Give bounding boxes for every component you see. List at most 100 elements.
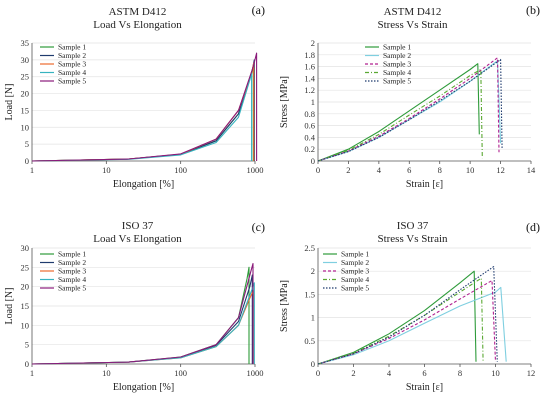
- x-tick-label: 10: [491, 368, 500, 378]
- y-tick-label: 0: [25, 156, 29, 166]
- y-tick-label: 5: [25, 340, 29, 350]
- y-tick-label: 1.4: [304, 73, 315, 83]
- chart-title-c-line1: ISO 37: [121, 220, 154, 232]
- y-tick-label: 10: [21, 320, 30, 330]
- x-tick-label: 4: [387, 368, 392, 378]
- x-tick-label: 10: [102, 165, 111, 175]
- x-tick-label: 0: [316, 165, 320, 175]
- legend-entry: Sample 3: [58, 60, 86, 69]
- legend-entry: Sample 3: [383, 60, 411, 69]
- legend-entry: Sample 1: [58, 250, 86, 259]
- x-tick-label: 1: [30, 368, 34, 378]
- y-tick-label: 30: [21, 243, 30, 253]
- y-axis-label: Load [N]: [4, 84, 15, 121]
- legend-entry: Sample 5: [383, 77, 411, 86]
- x-tick-label: 1000: [247, 368, 264, 378]
- legend-entry: Sample 2: [341, 258, 369, 267]
- y-tick-label: 10: [21, 122, 30, 132]
- x-tick-label: 1: [30, 165, 34, 175]
- chart-title-c-line2: Load Vs Elongation: [93, 233, 182, 245]
- chart-title-d-line2: Stress Vs Strain: [377, 233, 448, 245]
- legend-entry: Sample 1: [58, 43, 86, 52]
- plot-d: 0 0.5 1 1.5 2 2.5 0 2 4 6 8 10 12 Strain [ε] Stress [M…: [279, 243, 536, 393]
- series-line-4: [31, 282, 255, 365]
- y-tick-label: 25: [21, 72, 30, 82]
- legend-entry: Sample 4: [58, 68, 86, 77]
- series-line-4: [31, 72, 253, 162]
- series-line-5: [317, 266, 498, 365]
- y-tick-label: 1.2: [304, 85, 315, 95]
- y-tick-label: 20: [21, 89, 30, 99]
- plot-a: 0 5 10 15 20 25 30 35 1 10 100 1000 Elongation [%] Lo…: [4, 38, 264, 190]
- x-tick-label: 2: [346, 165, 350, 175]
- x-tick-label: 6: [422, 368, 426, 378]
- x-tick-label: 6: [407, 165, 411, 175]
- x-tick-label: 12: [527, 368, 536, 378]
- series-line-4: [317, 68, 483, 162]
- series-line-1: [317, 63, 480, 162]
- chart-title-d-line1: ISO 37: [396, 220, 429, 232]
- chart-panel-d: ISO 37 Stress Vs Strain (d) 0 0.5 1 1.5 2 2.5…: [275, 200, 550, 400]
- x-tick-label: 100: [174, 165, 187, 175]
- chart-panel-a: ASTM D412 Load Vs Elongation (a) 0 5 10 15 2…: [0, 0, 275, 200]
- x-axis-label: Strain [ε]: [406, 382, 443, 393]
- x-axis-label: Strain [ε]: [406, 179, 443, 190]
- series-line-5: [31, 52, 258, 162]
- legend-entry: Sample 1: [383, 43, 411, 52]
- x-tick-label: 8: [458, 368, 462, 378]
- series-line-5: [317, 58, 503, 162]
- y-tick-label: 2.5: [304, 243, 315, 253]
- legend-entry: Sample 2: [58, 51, 86, 60]
- series-line-5: [31, 262, 254, 365]
- y-tick-label: 35: [21, 38, 30, 48]
- y-tick-label: 15: [21, 301, 30, 311]
- plot-c: 0 5 10 15 20 25 30 1 10 100 1000 Elongation [%] Load…: [4, 243, 264, 393]
- x-tick-label: 2: [351, 368, 355, 378]
- chart-panel-c: ISO 37 Load Vs Elongation (c) 0 5 10 15 20 25…: [0, 200, 275, 400]
- plot-b: 0 0.2 0.40.6 0.8 1 1.2 1.41.6 1.8 2 0 2 4 6 8 10 12 14 St…: [279, 38, 536, 190]
- legend-entry: Sample 4: [58, 275, 86, 284]
- y-axis-label: Stress [MPa]: [279, 280, 290, 332]
- y-axis-label: Stress [MPa]: [279, 76, 290, 128]
- y-tick-label: 0: [311, 156, 315, 166]
- panel-letter-c: (c): [251, 220, 265, 234]
- panel-letter-a: (a): [251, 3, 265, 17]
- legend-entry: Sample 5: [58, 284, 86, 293]
- x-tick-label: 0: [316, 368, 320, 378]
- legend-entry: Sample 4: [383, 68, 411, 77]
- y-tick-label: 0.6: [304, 121, 315, 131]
- x-tick-label: 12: [496, 165, 505, 175]
- legend-entry: Sample 3: [58, 267, 86, 276]
- chart-panel-b: ASTM D412 Stress Vs Strain (b) 0 0.2 0.4 0.…: [275, 0, 550, 200]
- y-tick-label: 30: [21, 55, 30, 65]
- x-tick-label: 1000: [247, 165, 264, 175]
- legend-entry: Sample 4: [341, 275, 369, 284]
- y-tick-label: 0: [311, 359, 315, 369]
- y-tick-label: 0.2: [304, 144, 315, 154]
- x-tick-label: 14: [527, 165, 536, 175]
- series-line-3: [31, 289, 254, 365]
- y-tick-label: 5: [25, 139, 29, 149]
- series-line-2: [317, 286, 507, 365]
- chart-title-b-line2: Stress Vs Strain: [377, 19, 448, 31]
- y-tick-label: 0: [25, 359, 29, 369]
- legend-entry: Sample 5: [341, 284, 369, 293]
- y-tick-label: 25: [21, 262, 30, 272]
- y-tick-label: 2: [311, 38, 315, 48]
- y-tick-label: 1.5: [304, 289, 315, 299]
- panel-letter-d: (d): [526, 220, 540, 234]
- x-tick-label: 4: [377, 165, 382, 175]
- y-axis-label: Load [N]: [4, 288, 15, 325]
- y-tick-label: 0.5: [304, 336, 315, 346]
- x-axis-label: Elongation [%]: [113, 382, 174, 393]
- y-tick-label: 20: [21, 282, 30, 292]
- legend-entry: Sample 2: [383, 51, 411, 60]
- x-tick-label: 10: [466, 165, 475, 175]
- legend-entry: Sample 5: [58, 77, 86, 86]
- y-tick-label: 1.6: [304, 62, 315, 72]
- y-tick-label: 15: [21, 105, 30, 115]
- y-tick-label: 0.8: [304, 109, 315, 119]
- x-tick-label: 100: [174, 368, 187, 378]
- y-tick-label: 2: [311, 266, 315, 276]
- chart-title-b-line1: ASTM D412: [383, 6, 442, 18]
